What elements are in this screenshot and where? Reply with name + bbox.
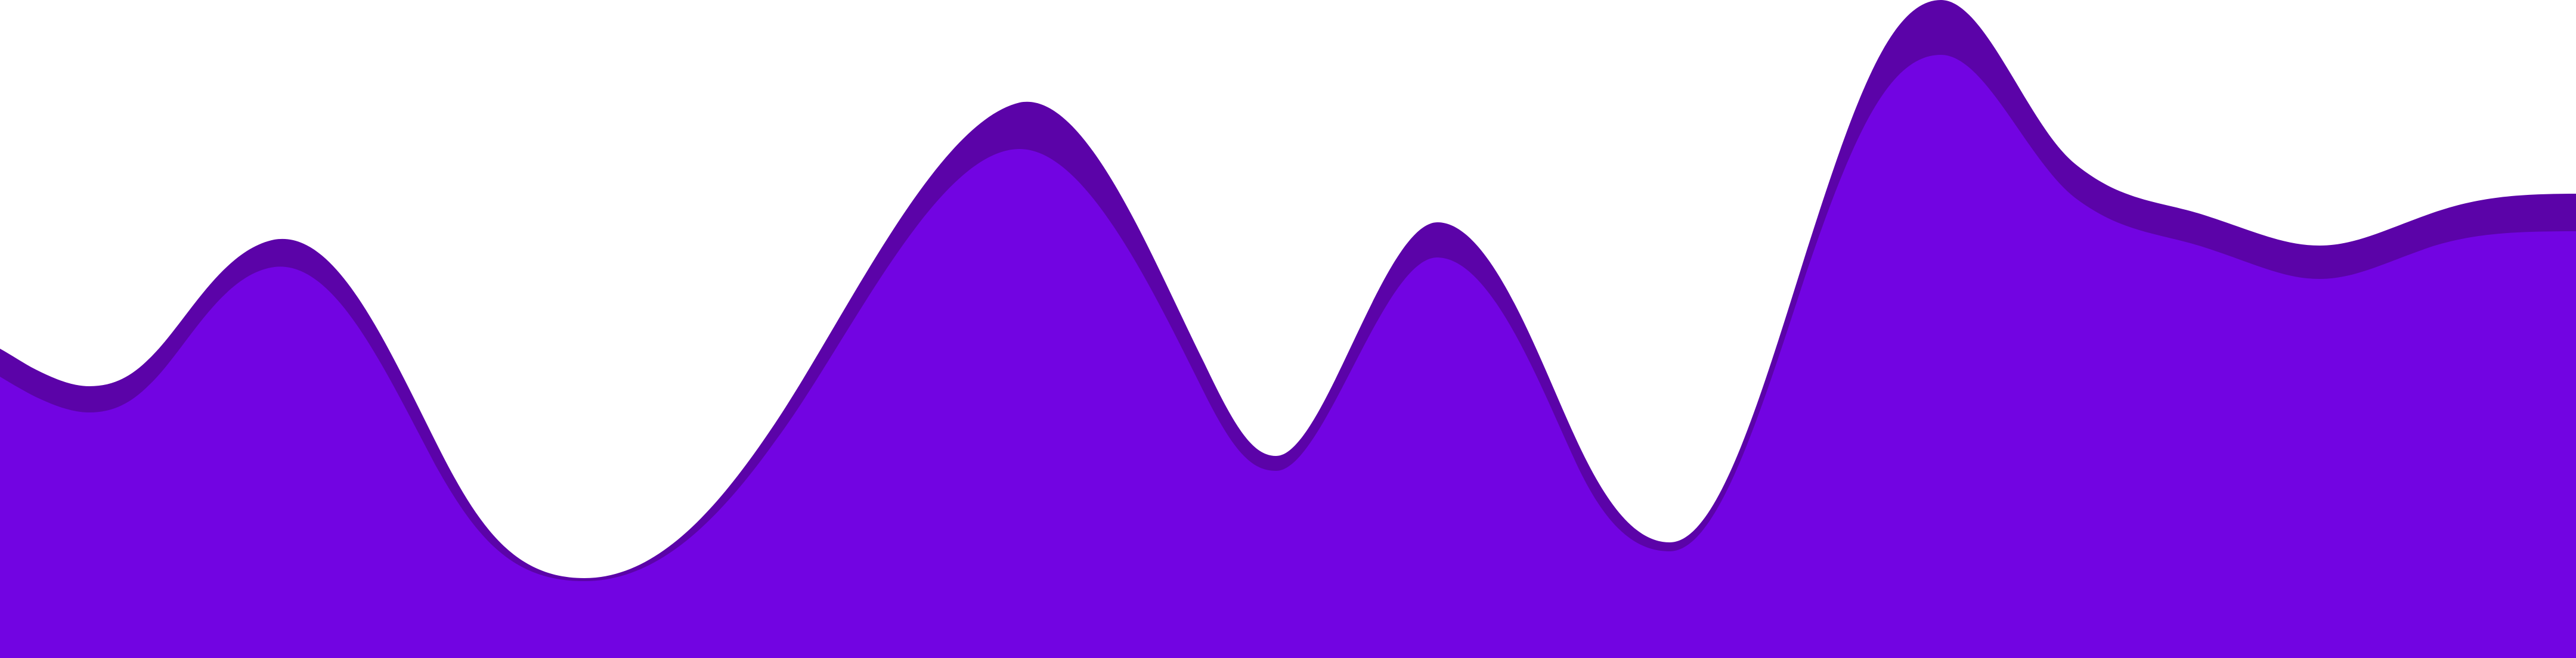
front-wave-layer (0, 55, 2576, 658)
